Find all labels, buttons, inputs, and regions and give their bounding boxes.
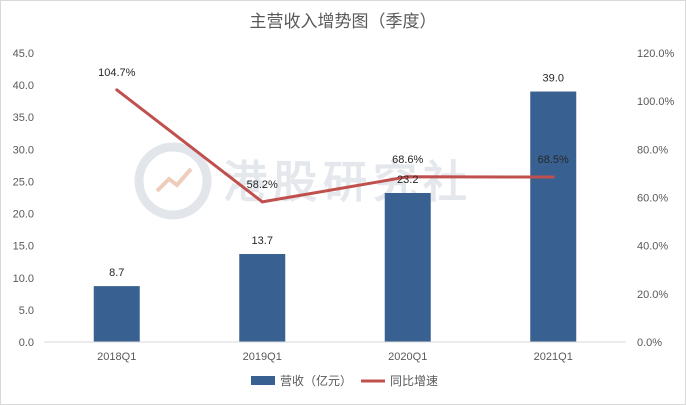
legend-bar-swatch [251,376,275,385]
watermark-logo-icon [134,142,212,220]
bar-data-label: 8.7 [109,267,124,279]
line-data-label: 68.6% [392,154,423,166]
y-left-tick-label: 15.0 [13,241,34,253]
y-right-tick-label: 40.0% [637,241,668,253]
y-left-tick-label: 20.0 [13,209,34,221]
growth-rate-point [260,200,264,204]
y-right-tick-label: 20.0% [637,289,668,301]
bar-2019Q1 [239,254,286,342]
x-tick-label: 2021Q1 [534,351,573,363]
chart-title: 主营收入增势图（季度） [250,12,437,32]
y-right-tick-label: 100.0% [637,96,675,108]
line-data-label: 104.7% [98,67,136,79]
watermark-arrow-icon [155,167,193,193]
line-data-label: 68.5% [538,154,569,166]
y-left-tick-label: 45.0 [13,48,34,60]
legend-line-label: 同比增速 [390,374,438,388]
y-left-tick-label: 30.0 [13,144,34,156]
bar-data-label: 23.2 [397,174,418,186]
y-left-tick-label: 35.0 [13,112,34,124]
y-left-tick-label: 5.0 [19,305,34,317]
line-data-label: 58.2% [247,179,278,191]
bar-2021Q1 [530,91,577,343]
y-left-tick-label: 25.0 [13,176,34,188]
x-tick-label: 2019Q1 [243,351,282,363]
y-right-tick-label: 60.0% [637,193,668,205]
y-right-tick-label: 0.0% [637,337,662,349]
y-left-tick-label: 10.0 [13,273,34,285]
x-tick-label: 2018Q1 [97,351,136,363]
growth-rate-point [551,175,555,179]
bar-data-label: 39.0 [543,73,564,85]
y-right-tick-label: 80.0% [637,144,668,156]
growth-rate-point [115,88,119,92]
y-left-tick-label: 40.0 [13,80,34,92]
legend: 营收（亿元） 同比增速 [251,373,438,388]
growth-rate-line [115,88,554,204]
y-right-tick-label: 120.0% [637,48,675,60]
legend-bar-label: 营收（亿元） [280,373,352,388]
bar-2018Q1 [93,286,140,342]
y-left-tick-label: 0.0 [19,337,34,349]
growth-rate-point [406,175,410,179]
bar-2020Q1 [384,193,431,342]
x-tick-label: 2020Q1 [388,351,427,363]
bar-data-label: 13.7 [252,235,273,247]
